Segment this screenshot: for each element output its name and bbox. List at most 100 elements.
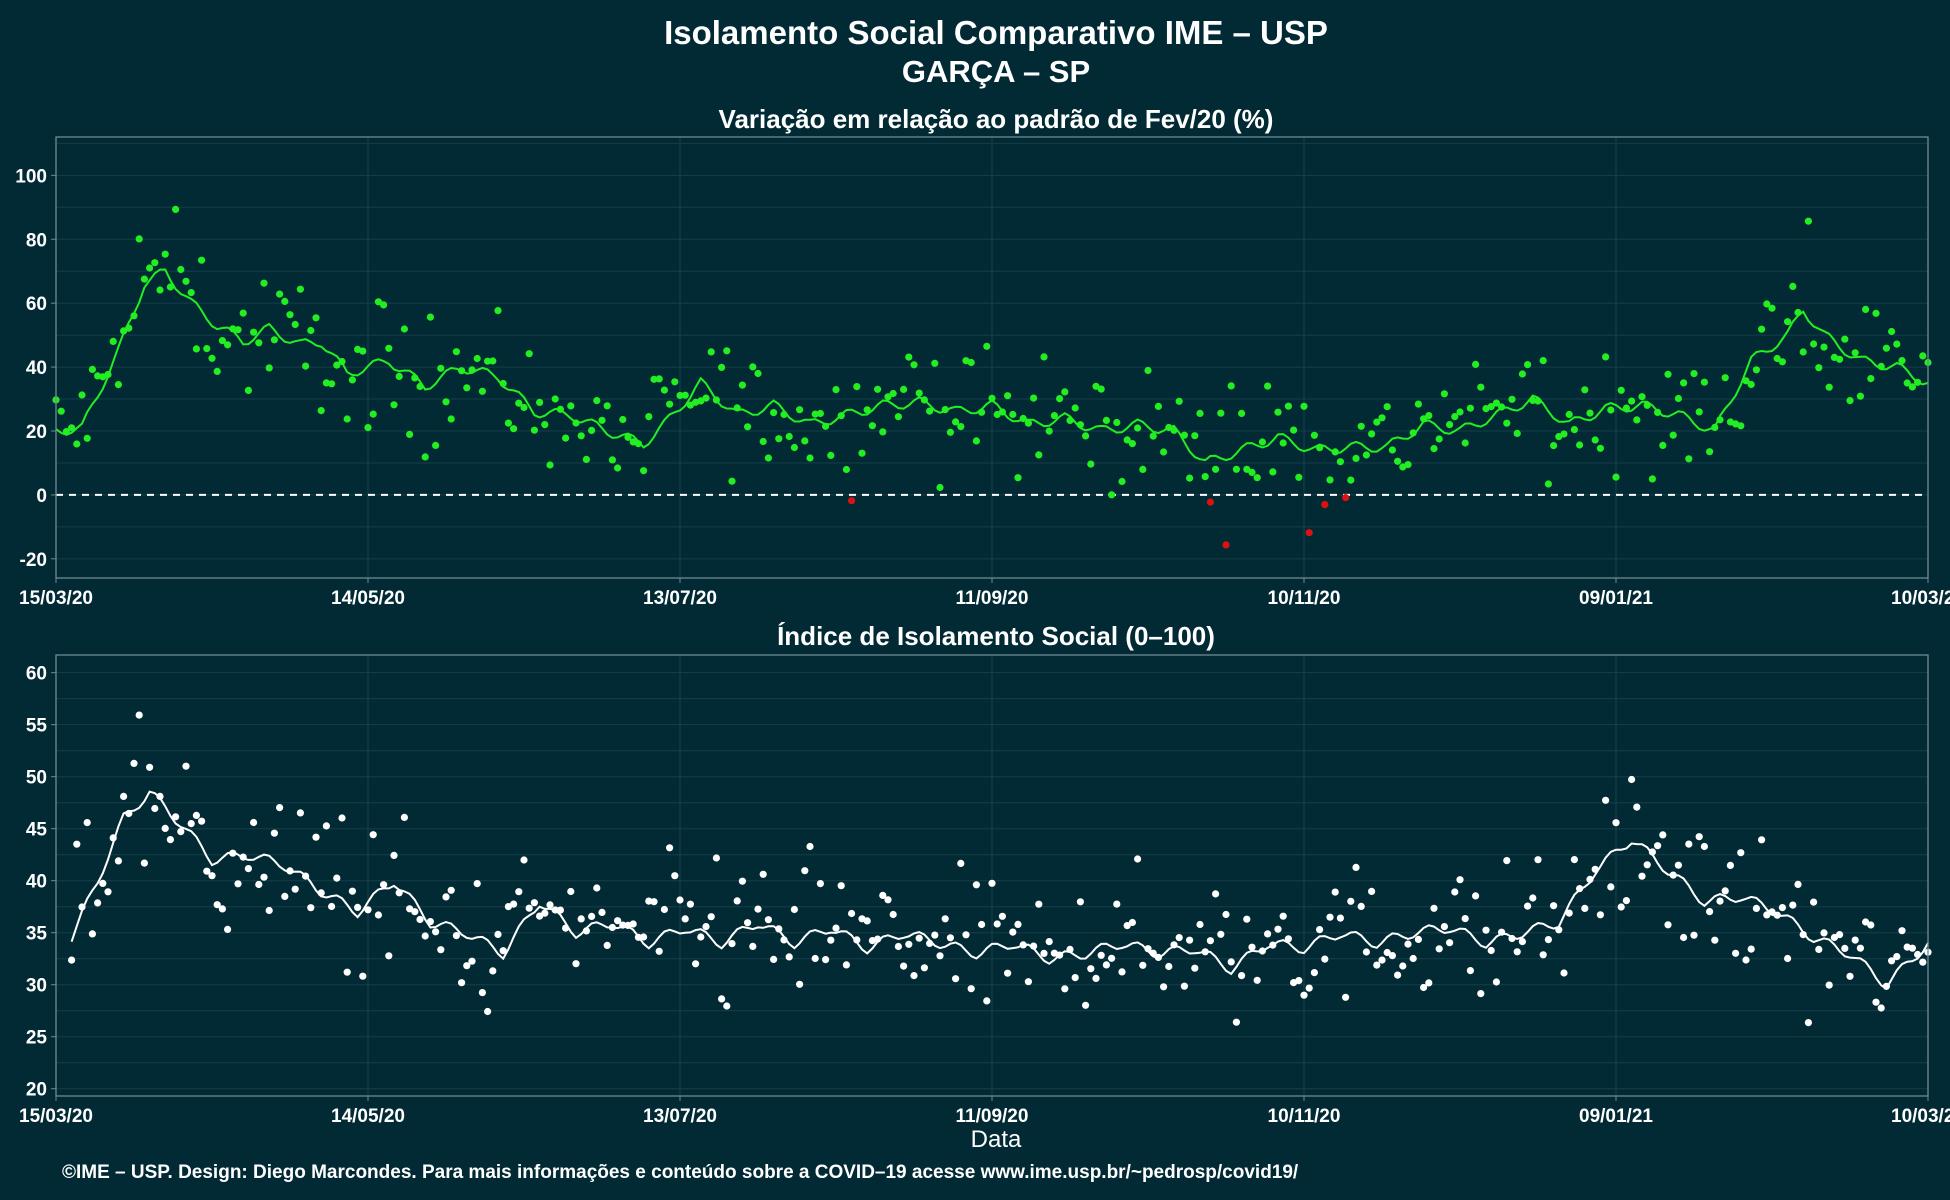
data-point (848, 909, 856, 918)
data-point (343, 968, 351, 976)
data-point (1071, 404, 1079, 412)
data-point (1030, 394, 1038, 402)
data-point (458, 367, 466, 375)
x-tick-label: 14/05/20 (331, 1106, 405, 1127)
data-point (1742, 377, 1750, 385)
y-tick-label: 40 (26, 358, 47, 379)
data-point (281, 297, 289, 305)
data-point (489, 357, 497, 365)
data-point (1492, 978, 1500, 986)
y-tick-label: 100 (15, 166, 47, 187)
data-point (775, 925, 783, 933)
data-point (1409, 429, 1417, 437)
data-point (432, 441, 440, 449)
data-point (338, 814, 346, 822)
data-point (1061, 985, 1069, 993)
data-point (1565, 410, 1573, 419)
data-point (348, 376, 356, 384)
data-point (1888, 957, 1896, 965)
data-point (1908, 383, 1916, 391)
data-point (1201, 948, 1209, 956)
data-point (172, 813, 180, 821)
data-point (1617, 386, 1625, 394)
data-point (827, 451, 835, 459)
data-point (218, 905, 226, 913)
data-point (224, 925, 232, 934)
data-point (889, 910, 897, 919)
data-point (676, 896, 684, 904)
data-point (718, 363, 726, 371)
data-point (1643, 861, 1651, 869)
data-point (837, 412, 845, 420)
data-point (603, 941, 611, 950)
data-point (645, 413, 653, 421)
data-point (1414, 400, 1422, 408)
data-point (988, 879, 996, 887)
data-point (250, 328, 258, 336)
data-point (1362, 451, 1370, 459)
data-point (1846, 397, 1854, 405)
data-point (1342, 494, 1350, 502)
data-point (364, 906, 372, 914)
data-point (556, 405, 565, 413)
data-point (1222, 541, 1230, 549)
data-point (437, 364, 445, 372)
data-point (733, 897, 741, 905)
data-point (1097, 385, 1105, 393)
data-point (1347, 476, 1355, 484)
data-point (1368, 887, 1376, 896)
data-point (328, 902, 336, 911)
data-point (1014, 920, 1022, 929)
data-point (1633, 803, 1641, 811)
data-point (1409, 954, 1417, 963)
data-point (1461, 915, 1469, 923)
data-point (671, 872, 679, 880)
data-point (1789, 901, 1797, 909)
data-point (946, 934, 955, 942)
data-point (1586, 409, 1594, 417)
data-point (1076, 421, 1084, 429)
data-point (484, 357, 492, 365)
data-point (1706, 908, 1714, 916)
data-point (1336, 458, 1344, 466)
data-point (286, 867, 294, 875)
data-point (530, 899, 539, 907)
data-point (577, 915, 585, 923)
data-point (910, 361, 918, 369)
data-point (1128, 918, 1136, 927)
x-tick-label: 14/05/20 (331, 588, 405, 609)
data-point (1669, 431, 1677, 439)
data-point (697, 933, 705, 941)
data-point (385, 344, 393, 352)
data-point (650, 375, 658, 383)
data-point (437, 946, 445, 954)
data-point (972, 437, 981, 445)
data-point (1248, 468, 1256, 476)
data-point (1009, 928, 1017, 936)
data-point (562, 924, 570, 932)
data-point (1206, 937, 1214, 945)
data-point (676, 391, 684, 400)
data-point (1758, 836, 1766, 844)
data-point (1076, 898, 1084, 906)
data-point (759, 870, 767, 878)
data-point (754, 369, 762, 378)
panel1-title: Variação em relação ao padrão de Fev/20 … (719, 104, 1274, 134)
data-point (244, 865, 252, 873)
data-point (1711, 423, 1719, 431)
data-point (1648, 848, 1656, 856)
data-point (359, 972, 367, 980)
data-point (686, 900, 695, 908)
data-point (842, 961, 851, 969)
data-point (1539, 357, 1547, 365)
data-point (177, 828, 185, 836)
data-point (811, 410, 819, 418)
x-tick-label: 15/03/20 (19, 588, 93, 609)
data-point (1440, 923, 1448, 931)
data-point (83, 434, 91, 442)
data-point (983, 997, 991, 1005)
data-point (1383, 948, 1391, 957)
data-point (369, 831, 377, 839)
data-point (1810, 898, 1818, 906)
data-point (822, 956, 830, 964)
